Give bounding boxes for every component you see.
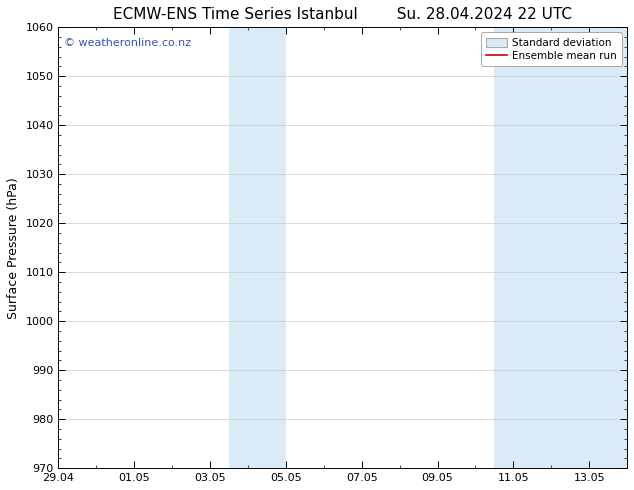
- Bar: [229, 27, 286, 468]
- Legend: Standard deviation, Ensemble mean run: Standard deviation, Ensemble mean run: [481, 32, 622, 67]
- Text: © weatheronline.co.nz: © weatheronline.co.nz: [64, 38, 191, 49]
- Title: ECMW-ENS Time Series Istanbul        Su. 28.04.2024 22 UTC: ECMW-ENS Time Series Istanbul Su. 28.04.…: [113, 7, 573, 22]
- Y-axis label: Surface Pressure (hPa): Surface Pressure (hPa): [7, 177, 20, 318]
- Bar: [495, 27, 627, 468]
